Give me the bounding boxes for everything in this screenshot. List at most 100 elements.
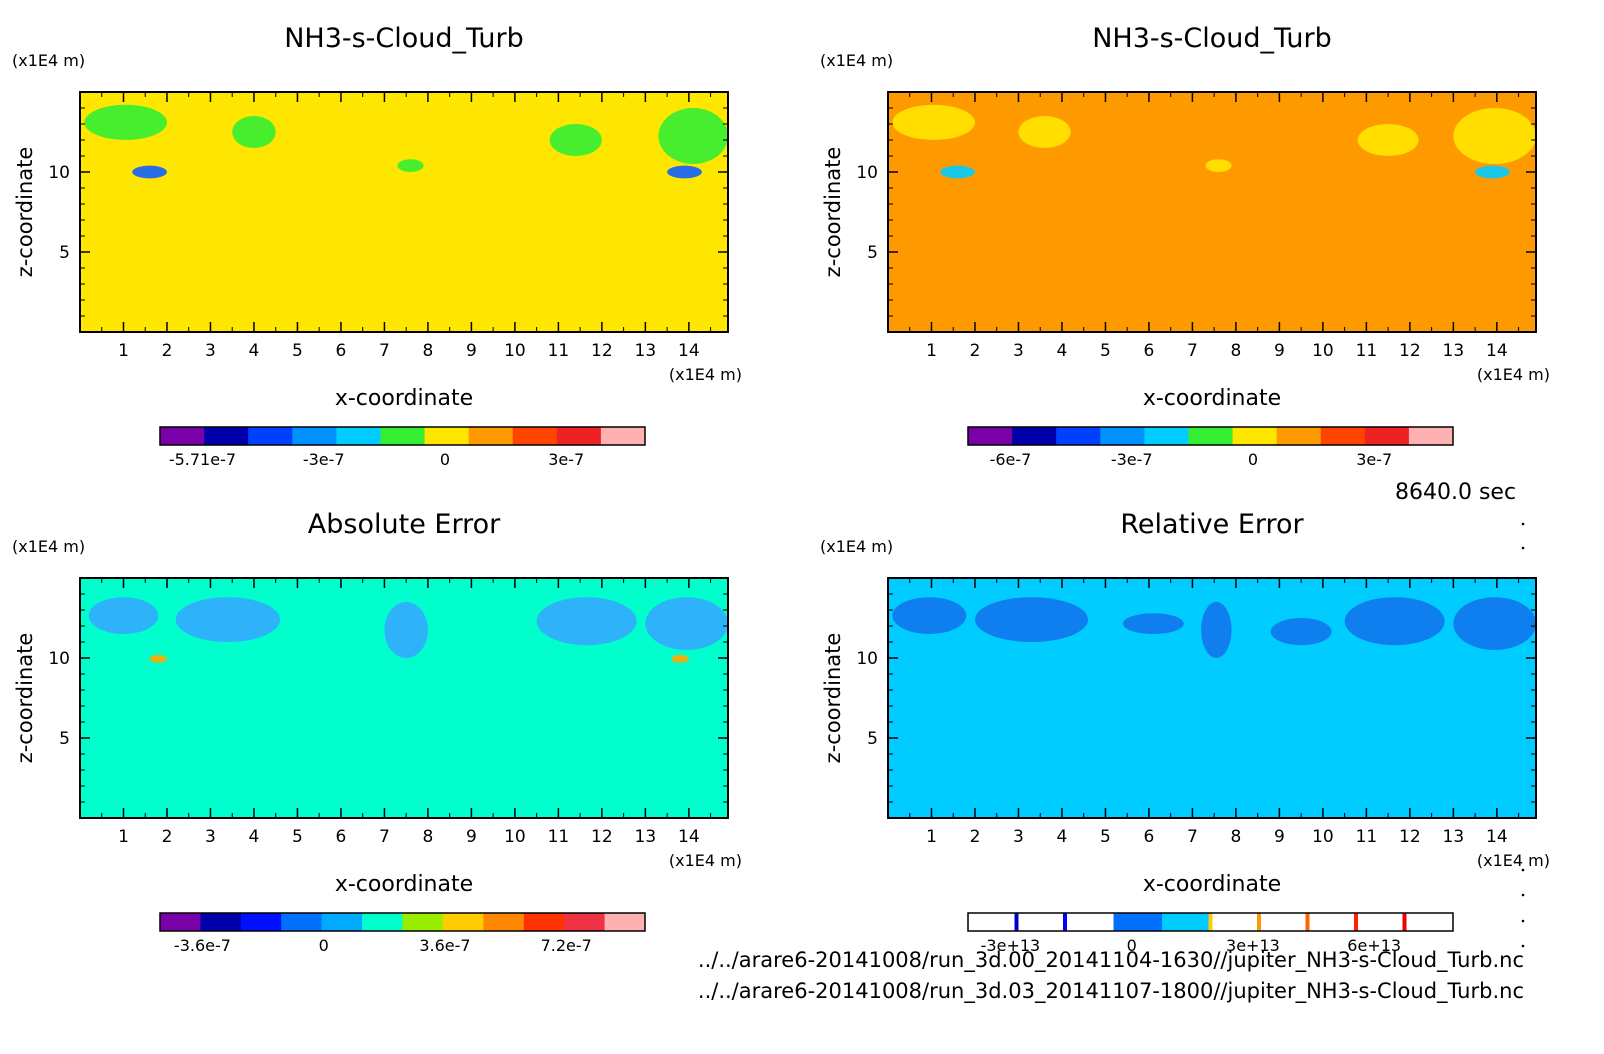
panel2-x-tick-label-12: 12 (1399, 341, 1421, 361)
panel1-colorbar-swatch-7 (424, 427, 470, 445)
panel1-colorbar-label-2: -3e-7 (303, 450, 345, 469)
panel1-colorbar-label-3: 0 (440, 450, 450, 469)
panel1-x-tick-label-3: 3 (205, 341, 216, 361)
panel3-x-tick-label-13: 13 (635, 827, 657, 847)
panel4-title: Relative Error (1120, 509, 1304, 540)
panel2-colorbar-label-3: 0 (1248, 450, 1258, 469)
panel3-x-tick-label-6: 6 (336, 827, 347, 847)
panel3-colorbar-swatch-11 (564, 913, 606, 931)
panel3-colorbar-swatch-1 (160, 913, 201, 931)
panel3-y-axis-label: z-coordinate (13, 633, 37, 764)
panel1-colorbar-swatch-10 (556, 427, 602, 445)
panel2-x-tick-label-1: 1 (926, 341, 937, 361)
panel4-feature-5 (1270, 618, 1332, 646)
panel4-colorbar-stripe-2 (1063, 913, 1067, 931)
panel1-x-tick-label-9: 9 (466, 341, 477, 361)
panel1-colorbar-label-1: -5.71e-7 (169, 450, 236, 469)
panel1-feature-1 (84, 104, 167, 140)
panel2-field (888, 92, 1536, 332)
panel2-feature-4 (1357, 124, 1419, 156)
panel3-x-tick-label-14: 14 (678, 827, 700, 847)
panel1-x-tick-label-7: 7 (379, 341, 390, 361)
panel2-y-axis-label: z-coordinate (821, 147, 845, 278)
panel4-colorbar-swatch-3 (1065, 913, 1114, 931)
margin-dot-4 (1521, 893, 1525, 897)
panel4-colorbar-stripe-1 (1014, 913, 1019, 931)
panel2-feature-6 (940, 165, 975, 179)
panel4-colorbar-swatch-1 (968, 913, 1017, 931)
panel1-x-tick-label-5: 5 (292, 341, 303, 361)
panel2-title: NH3-s-Cloud_Turb (1092, 23, 1332, 54)
panel2-colorbar-swatch-11 (1408, 427, 1454, 445)
panel3-x-tick-label-11: 11 (548, 827, 570, 847)
panel4-colorbar-swatch-6 (1210, 913, 1260, 931)
panel4-feature-4 (1201, 602, 1232, 658)
panel2-feature-7 (1475, 165, 1510, 179)
panel3-x-tick-label-7: 7 (379, 827, 390, 847)
panel3-y-tick-label-10: 10 (48, 649, 70, 669)
panel2-x-tick-label-3: 3 (1013, 341, 1024, 361)
panel2-colorbar-label-1: -6e-7 (990, 450, 1032, 469)
panel2-colorbar-frame (967, 426, 1454, 446)
panel3-colorbar-label-1: -3.6e-7 (174, 936, 231, 955)
panel1-y-unit: (x1E4 m) (12, 51, 85, 70)
panel4-x-tick-label-7: 7 (1187, 827, 1198, 847)
panel2-x-tick-label-10: 10 (1312, 341, 1334, 361)
panel1-x-tick-label-1: 1 (118, 341, 129, 361)
panel3-x-tick-label-1: 1 (118, 827, 129, 847)
panel4-colorbar-swatch-8 (1307, 913, 1357, 931)
panel2-x-tick-label-4: 4 (1057, 341, 1068, 361)
panel4-x-tick-label-12: 12 (1399, 827, 1421, 847)
panel3-x-tick-label-12: 12 (591, 827, 613, 847)
panel1-y-tick-label-10: 10 (48, 163, 70, 183)
panel4-x-tick-label-14: 14 (1486, 827, 1508, 847)
margin-dot-6 (1521, 944, 1525, 948)
panel1-y-axis-label: z-coordinate (13, 147, 37, 278)
margin-dot-2 (1521, 546, 1525, 550)
time-label: 8640.0 sec (1395, 480, 1517, 505)
panel3-colorbar-swatch-4 (281, 913, 323, 931)
panel1-feature-7 (667, 165, 702, 179)
panel3-colorbar-swatch-6 (362, 913, 403, 931)
panel3-y-tick-label-5: 5 (59, 729, 70, 749)
panel1-colorbar-frame (159, 426, 646, 446)
panel1-colorbar-label-4: 3e-7 (548, 450, 584, 469)
panel3-feature-2 (175, 597, 281, 642)
margin-dot-1 (1521, 522, 1525, 526)
panel1-plot-frame (79, 91, 729, 333)
panel4-x-tick-label-4: 4 (1057, 827, 1068, 847)
panel1-colorbar-swatch-8 (468, 427, 514, 445)
panel3-feature-1 (88, 597, 159, 634)
panel1-colorbar-swatch-9 (512, 427, 558, 445)
panel4-colorbar-label-3: 3e+13 (1226, 936, 1280, 955)
panel3-x-tick-label-2: 2 (162, 827, 173, 847)
panel2-colorbar-swatch-5 (1144, 427, 1189, 445)
panel3-feature-7 (671, 654, 689, 663)
panel4-x-tick-label-10: 10 (1312, 827, 1334, 847)
panel2-colorbar-label-2: -3e-7 (1111, 450, 1153, 469)
panel3-colorbar-swatch-5 (321, 913, 363, 931)
panel1-colorbar-swatch-2 (204, 427, 249, 445)
panel4-colorbar-stripe-3 (1208, 913, 1213, 931)
panel1-feature-2 (232, 116, 276, 148)
panel1-x-tick-label-6: 6 (336, 341, 347, 361)
panel2-colorbar-swatch-2 (1012, 427, 1057, 445)
panel1-feature-6 (132, 165, 167, 179)
panel1-colorbar-swatch-5 (336, 427, 381, 445)
panel2-x-tick-label-13: 13 (1443, 341, 1465, 361)
panel1-y-tick-label-5: 5 (59, 243, 70, 263)
panel4-feature-1 (892, 597, 967, 634)
panel3-plot-frame (79, 577, 729, 819)
panel1-x-axis-label: x-coordinate (335, 386, 473, 411)
panel1-x-unit: (x1E4 m) (669, 365, 742, 384)
panel4-y-axis-label: z-coordinate (821, 633, 845, 764)
panel2-x-tick-label-2: 2 (970, 341, 981, 361)
panel4-x-tick-label-8: 8 (1231, 827, 1242, 847)
panel4-colorbar-stripe-4 (1257, 913, 1261, 931)
panel2-colorbar-swatch-7 (1232, 427, 1278, 445)
panel1-x-tick-label-12: 12 (591, 341, 613, 361)
panel2-colorbar-swatch-1 (968, 427, 1013, 445)
panel4-y-tick-label-5: 5 (867, 729, 878, 749)
panel3-colorbar-swatch-2 (200, 913, 242, 931)
